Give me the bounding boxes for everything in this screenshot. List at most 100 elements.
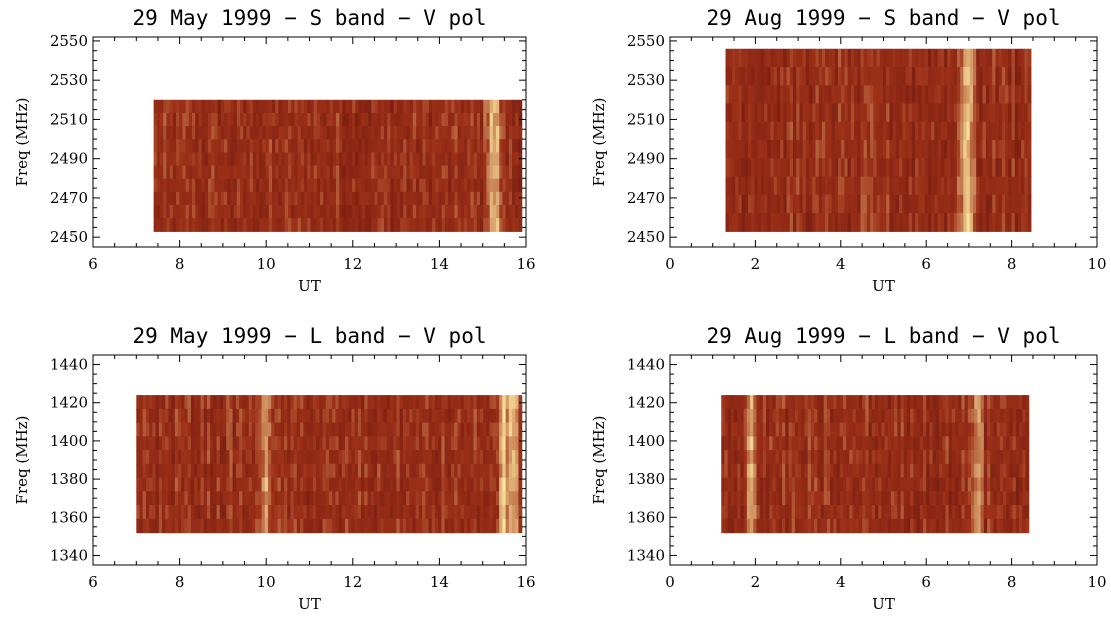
heatmap-cell <box>985 176 990 196</box>
heatmap-cell <box>903 463 908 479</box>
heatmap-cell <box>441 165 446 180</box>
heatmap-cell <box>960 67 964 86</box>
heatmap-cell <box>171 436 176 451</box>
heatmap-cell <box>227 205 232 219</box>
heatmap-cell <box>136 436 141 451</box>
heatmap-cell <box>403 152 408 167</box>
heatmap-cell <box>815 48 820 68</box>
heatmap-cell <box>473 152 478 167</box>
heatmap-cell <box>764 140 768 159</box>
heatmap-cell <box>371 178 376 193</box>
heatmap-cell <box>361 191 366 206</box>
heatmap-cell <box>969 194 974 214</box>
heatmap-cell <box>894 436 898 451</box>
heatmap-cell <box>1015 450 1020 465</box>
heatmap-cell <box>152 491 157 506</box>
heatmap-cell <box>406 477 410 492</box>
heatmap-cell <box>463 436 468 451</box>
heatmap-cell <box>259 152 264 167</box>
heatmap-cell <box>854 194 858 214</box>
heatmap-cell <box>791 518 796 534</box>
heatmap-cell <box>416 205 420 219</box>
heatmap-cell <box>518 152 523 167</box>
panel-title: 29 Aug 1999 − S band − V pol <box>706 6 1060 30</box>
heatmap-cell <box>139 518 144 534</box>
heatmap-cell <box>828 48 833 68</box>
heatmap-cell <box>939 491 943 506</box>
heatmap-cell <box>814 395 818 410</box>
heatmap-cell <box>214 205 219 219</box>
heatmap-cell <box>171 463 176 479</box>
heatmap-cell <box>374 152 379 167</box>
heatmap-cell <box>322 450 327 465</box>
heatmap-cell <box>198 126 203 140</box>
heatmap-cell <box>830 477 834 492</box>
heatmap-cell <box>1019 477 1023 492</box>
heatmap-cell <box>271 463 275 479</box>
heatmap-cell <box>766 463 770 479</box>
heatmap-cell <box>281 152 286 167</box>
heatmap-cell <box>288 112 292 127</box>
heatmap-cell <box>915 140 919 159</box>
heatmap-cell <box>508 139 513 153</box>
heatmap-cell <box>312 436 317 451</box>
heatmap-cell <box>780 194 784 214</box>
heatmap-cell <box>219 395 224 410</box>
heatmap-cell <box>229 477 234 492</box>
heatmap-cell <box>332 112 337 127</box>
heatmap-cell <box>348 477 353 492</box>
heatmap-cell <box>316 191 321 206</box>
heatmap-cell <box>518 178 523 193</box>
heatmap-cell <box>983 518 988 534</box>
heatmap-cell <box>412 165 417 180</box>
heatmap-cell <box>412 450 417 465</box>
heatmap-cell <box>483 218 488 232</box>
heatmap-cell <box>267 463 272 479</box>
heatmap-cell <box>969 213 974 232</box>
heatmap-cell <box>499 152 504 167</box>
heatmap-cell <box>351 422 356 437</box>
heatmap-cell <box>798 408 802 424</box>
heatmap-cell <box>403 139 408 153</box>
heatmap-cell <box>778 395 783 410</box>
y-tick-label: 2490 <box>50 150 88 168</box>
heatmap-cell <box>1008 213 1013 232</box>
heatmap-cell <box>368 112 372 127</box>
heatmap-cell <box>850 48 855 68</box>
heatmap-cell <box>149 408 153 424</box>
heatmap-cell <box>316 450 320 465</box>
heatmap-cell <box>737 491 742 506</box>
heatmap-cell <box>256 165 260 180</box>
heatmap-cell <box>948 477 953 492</box>
heatmap-cell <box>807 463 812 479</box>
heatmap-cell <box>145 422 150 437</box>
heatmap-cell <box>185 191 190 206</box>
heatmap-cell <box>278 152 283 167</box>
heatmap-cell <box>976 48 980 68</box>
heatmap-cell <box>192 139 196 153</box>
heatmap-cell <box>187 518 192 534</box>
heatmap-cell <box>895 213 900 232</box>
heatmap-cell <box>390 436 394 451</box>
heatmap-cell <box>911 121 916 141</box>
heatmap-cell <box>300 463 304 479</box>
heatmap-cell <box>796 140 801 159</box>
heatmap-cell <box>987 408 991 424</box>
heatmap-cell <box>367 408 372 424</box>
heatmap-cell <box>438 191 443 206</box>
heatmap-cell <box>422 139 427 153</box>
heatmap-cell <box>492 191 497 206</box>
heatmap-cell <box>996 505 1001 520</box>
heatmap-cell <box>457 191 462 206</box>
heatmap-cell <box>425 126 430 140</box>
heatmap-cell <box>274 450 279 465</box>
heatmap-cell <box>844 85 849 105</box>
heatmap-cell <box>245 408 250 424</box>
heatmap-cell <box>158 395 163 410</box>
heatmap-cell <box>380 165 385 180</box>
heatmap-cell <box>354 422 359 437</box>
heatmap-cell <box>879 176 884 196</box>
heatmap-cell <box>335 450 340 465</box>
heatmap-cell <box>932 436 937 451</box>
heatmap-cell <box>944 213 948 232</box>
